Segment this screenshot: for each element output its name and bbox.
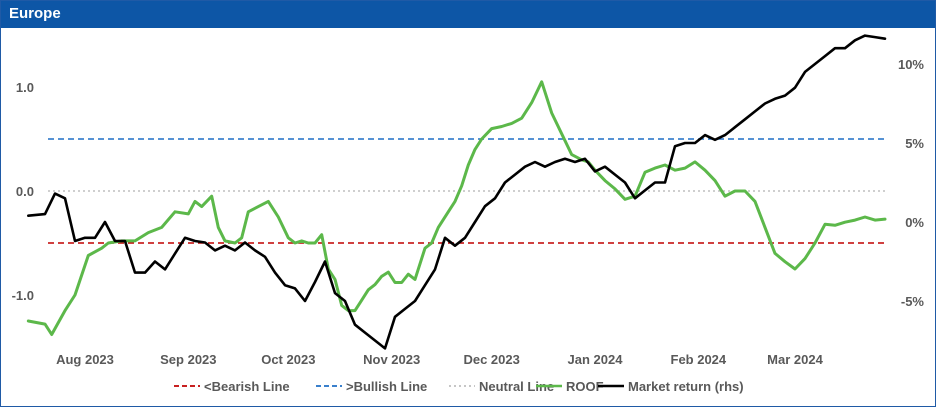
x-tick-label: Dec 2023 xyxy=(463,352,519,367)
x-tick-label: Aug 2023 xyxy=(56,352,114,367)
x-tick-label: Nov 2023 xyxy=(363,352,420,367)
y-right-tick-label: 5% xyxy=(905,136,924,151)
x-tick-label: Feb 2024 xyxy=(671,352,727,367)
x-tick-label: Sep 2023 xyxy=(160,352,216,367)
y-right-tick-label: 0% xyxy=(905,215,924,230)
y-left-tick-label: 1.0 xyxy=(16,80,34,95)
roof-series-line xyxy=(26,80,887,336)
legend-label: Neutral Line xyxy=(479,379,554,394)
y-right-tick-label: -5% xyxy=(901,294,925,309)
x-tick-label: Jan 2024 xyxy=(568,352,624,367)
chart-title: Europe xyxy=(9,5,61,22)
legend-label: Market return (rhs) xyxy=(628,379,744,394)
legend-label: >Bullish Line xyxy=(346,379,427,394)
legend-label: <Bearish Line xyxy=(204,379,290,394)
title-bar: Europe xyxy=(1,1,935,28)
x-tick-label: Oct 2023 xyxy=(261,352,315,367)
legend-label: ROOF xyxy=(566,379,604,394)
y-left-tick-label: -1.0 xyxy=(12,288,34,303)
x-tick-label: Mar 2024 xyxy=(767,352,823,367)
y-right-tick-label: 10% xyxy=(898,57,924,72)
y-left-tick-label: 0.0 xyxy=(16,184,34,199)
market-return-series-line xyxy=(26,34,887,350)
